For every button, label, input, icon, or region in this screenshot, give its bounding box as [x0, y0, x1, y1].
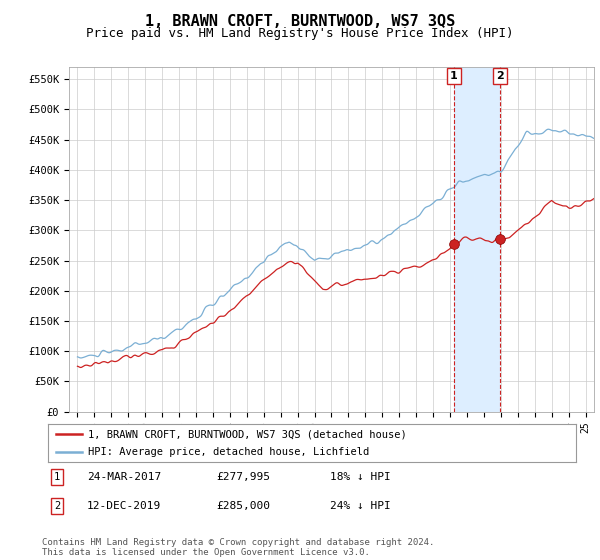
Text: 1, BRAWN CROFT, BURNTWOOD, WS7 3QS (detached house): 1, BRAWN CROFT, BURNTWOOD, WS7 3QS (deta…: [88, 429, 406, 439]
Text: 24% ↓ HPI: 24% ↓ HPI: [330, 501, 391, 511]
Text: 2: 2: [54, 501, 60, 511]
Text: 12-DEC-2019: 12-DEC-2019: [87, 501, 161, 511]
Text: 1, BRAWN CROFT, BURNTWOOD, WS7 3QS: 1, BRAWN CROFT, BURNTWOOD, WS7 3QS: [145, 14, 455, 29]
Text: £285,000: £285,000: [216, 501, 270, 511]
Text: Price paid vs. HM Land Registry's House Price Index (HPI): Price paid vs. HM Land Registry's House …: [86, 27, 514, 40]
Text: 1: 1: [450, 71, 458, 81]
Bar: [454, 67, 500, 412]
Text: 1: 1: [54, 472, 60, 482]
Text: £277,995: £277,995: [216, 472, 270, 482]
Text: 2: 2: [496, 71, 504, 81]
Text: 24-MAR-2017: 24-MAR-2017: [87, 472, 161, 482]
Text: 18% ↓ HPI: 18% ↓ HPI: [330, 472, 391, 482]
Text: HPI: Average price, detached house, Lichfield: HPI: Average price, detached house, Lich…: [88, 447, 369, 457]
Text: Contains HM Land Registry data © Crown copyright and database right 2024.
This d: Contains HM Land Registry data © Crown c…: [42, 538, 434, 557]
